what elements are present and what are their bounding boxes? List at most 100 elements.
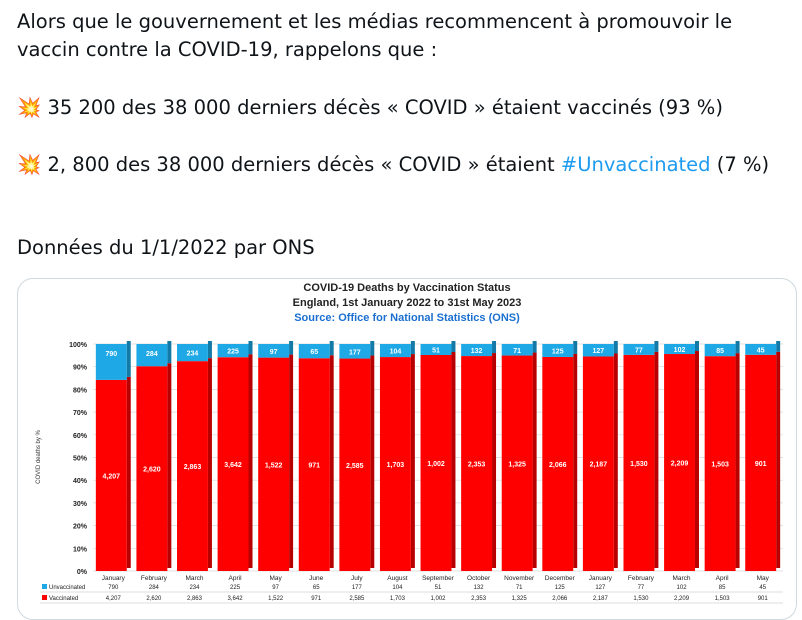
table-cell: 71 (516, 585, 523, 591)
bar-side (126, 376, 131, 568)
table-cell: 1,325 (512, 596, 528, 602)
bar-side (126, 341, 131, 377)
bar-side (573, 353, 578, 568)
bar-side (532, 341, 537, 353)
data-label: 790 (105, 351, 117, 358)
table-cell: 77 (638, 585, 645, 591)
bar-side (410, 354, 415, 568)
bar-segment (704, 356, 736, 571)
hashtag[interactable]: #Unvaccinated (560, 153, 711, 176)
bar-side (370, 341, 375, 356)
bar-side (329, 355, 334, 568)
table-cell: 2,353 (471, 596, 487, 602)
chart: COVID-19 Deaths by Vaccination Status En… (36, 282, 783, 604)
y-tick-label: 90% (73, 365, 88, 372)
bar-segment (136, 344, 168, 367)
text: 💥 2, 800 des 38 000 derniers décès « COV… (17, 153, 561, 176)
x-tick-label: May (757, 575, 770, 582)
data-label: 2,066 (549, 462, 567, 469)
data-label: 104 (390, 349, 402, 356)
table-cell: 971 (311, 596, 322, 602)
y-tick-label: 30% (73, 501, 88, 508)
data-label: 132 (471, 348, 483, 355)
bar-side (207, 341, 212, 359)
data-label: 971 (308, 463, 320, 470)
table-cell: 1,002 (430, 596, 446, 602)
bar-segment (258, 344, 290, 358)
y-axis-label: COVID deaths by % (36, 429, 42, 483)
table-cell: 2,620 (146, 596, 162, 602)
chart-source: Source: Office for National Statistics (… (294, 312, 520, 324)
bar-segment (501, 355, 533, 571)
bar-segment (177, 344, 208, 362)
data-label: 97 (270, 349, 278, 356)
data-label: 2,209 (671, 461, 689, 468)
table-cell: 234 (189, 585, 200, 591)
table-cell: 125 (555, 585, 566, 591)
x-tick-label: February (141, 575, 168, 582)
x-tick-label: May (270, 575, 283, 582)
bar-side (492, 341, 497, 354)
table-cell: 2,066 (552, 596, 568, 602)
bar-segment (582, 344, 614, 357)
table-cell: 51 (435, 585, 442, 591)
bar-side (654, 341, 659, 352)
bar-segment (95, 344, 127, 380)
data-label: 45 (757, 347, 765, 354)
x-tick-label: January (102, 575, 126, 582)
data-label: 71 (513, 348, 521, 355)
data-label: 2,585 (346, 463, 364, 470)
x-tick-label: January (589, 575, 613, 582)
bar-segment (339, 358, 371, 571)
table-cell: 3,642 (228, 596, 244, 602)
y-tick-label: 20% (73, 524, 88, 531)
bar-segment (379, 357, 411, 571)
x-tick-label: October (467, 575, 491, 582)
legend-swatch (42, 584, 47, 589)
tweet-source: Données du 1/1/2022 par ONS (17, 236, 315, 259)
bar-segment (704, 344, 736, 357)
table-cell: 1,703 (390, 596, 406, 602)
data-label: 2,353 (468, 462, 486, 469)
tweet-point: 💥 35 200 des 38 000 derniers décès « COV… (17, 96, 723, 119)
table-cell: 102 (677, 585, 688, 591)
table-cell: 901 (758, 596, 769, 602)
bar-side (694, 341, 699, 352)
bar-segment (136, 366, 168, 571)
table-cell: 2,863 (187, 596, 203, 602)
x-tick-label: June (309, 575, 323, 582)
bar-side (776, 351, 781, 568)
bar-segment (664, 344, 695, 355)
y-tick-label: 50% (73, 456, 88, 463)
bar-segment (217, 344, 249, 358)
bar-segment (298, 358, 330, 571)
bar-segment (420, 344, 452, 355)
bar-side (776, 341, 781, 352)
y-tick-label: 40% (73, 478, 88, 485)
data-label: 2,863 (184, 464, 202, 471)
data-label: 1,522 (265, 462, 283, 469)
bar-segment (95, 379, 127, 571)
data-label: 65 (310, 349, 318, 356)
bar-side (532, 352, 537, 568)
y-tick-label: 70% (73, 410, 88, 417)
table-cell: 790 (108, 585, 119, 591)
data-label: 234 (187, 351, 199, 358)
table-cell: 85 (719, 585, 726, 591)
table-cell: 2,209 (674, 596, 690, 602)
data-label: 901 (755, 461, 767, 468)
table-cell: 284 (149, 585, 160, 591)
bar-segment (379, 344, 411, 358)
chart-subtitle: England, 1st January 2022 to 31st May 20… (293, 297, 522, 309)
data-label: 127 (593, 348, 605, 355)
chart-title: COVID-19 Deaths by Vaccination Status (303, 282, 510, 294)
y-tick-label: 10% (73, 546, 88, 553)
bar-side (735, 353, 740, 568)
table-cell: 2,187 (593, 596, 609, 602)
x-tick-label: March (672, 575, 690, 582)
chart-image[interactable]: COVID-19 Deaths by Vaccination Status En… (17, 278, 797, 620)
bar-side (451, 351, 456, 568)
data-label: 4,207 (103, 473, 121, 480)
bar-segment (461, 344, 493, 357)
table-cell: 97 (272, 585, 279, 591)
